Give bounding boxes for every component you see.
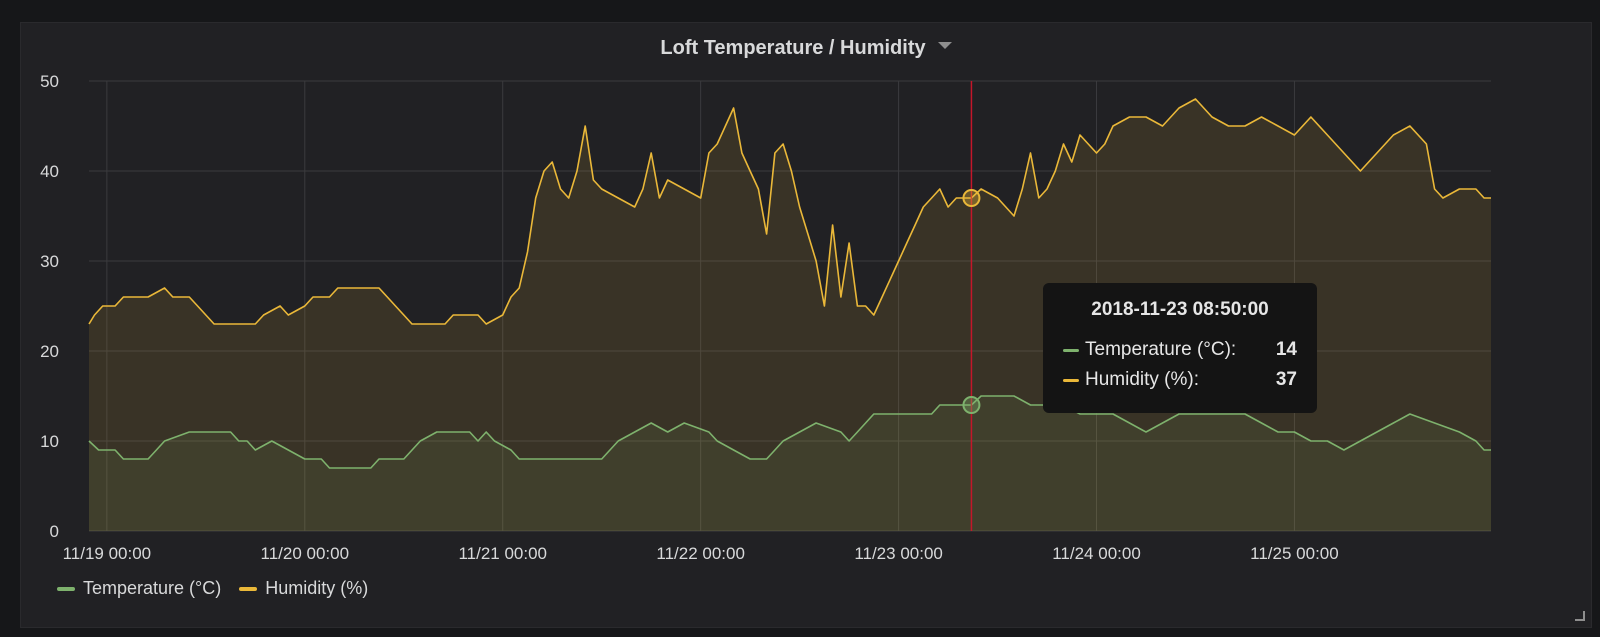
hover-point-1 <box>962 189 981 207</box>
y-tick-label: 30 <box>40 252 59 271</box>
tooltip-time: 2018-11-23 08:50:00 <box>1091 299 1269 320</box>
x-tick-label: 11/20 00:00 <box>261 544 350 563</box>
tooltip-label-temperature: Temperature (°C): <box>1085 339 1237 360</box>
legend-swatch-humidity <box>239 586 258 591</box>
caret-down-icon[interactable] <box>937 42 952 50</box>
panel-header[interactable]: Loft Temperature / Humidity <box>21 37 1591 60</box>
hover-tooltip: 2018-11-23 08:50:00 Temperature (°C): 14… <box>1043 283 1317 413</box>
chart-canvas[interactable]: 0 10 20 30 40 50 11/19 00:00 11/20 00:00 11/21 0… <box>21 23 1591 627</box>
series-line-0 <box>88 395 1491 469</box>
x-tick-label: 11/24 00:00 <box>1052 544 1141 563</box>
x-tick-label: 11/23 00:00 <box>854 544 943 563</box>
x-tick-label: 11/21 00:00 <box>458 544 547 563</box>
tooltip-swatch-temperature <box>1063 348 1079 352</box>
panel-title[interactable]: Loft Temperature / Humidity <box>660 37 926 59</box>
tooltip-label-humidity: Humidity (%): <box>1085 369 1200 390</box>
resize-handle-icon[interactable] <box>1575 611 1585 621</box>
series-area-1 <box>89 99 1491 531</box>
series-line-1 <box>88 98 1491 325</box>
legend-label-humidity: Humidity (%) <box>265 578 369 598</box>
x-tick-label: 11/19 00:00 <box>63 544 152 563</box>
x-tick-label: 11/25 00:00 <box>1250 544 1339 563</box>
graph-panel: Loft Temperature / Humidity 0 10 20 30 40 50 1… <box>20 22 1592 628</box>
legend-item-temperature[interactable]: Temperature (°C) <box>57 578 221 599</box>
hover-point-0 <box>962 396 981 414</box>
tooltip-value-humidity: 37 <box>1275 369 1297 390</box>
y-tick-label: 10 <box>40 432 59 451</box>
x-tick-label: 11/22 00:00 <box>656 544 745 563</box>
legend-swatch-temperature <box>57 586 75 591</box>
legend-label-temperature: Temperature (°C) <box>83 578 222 598</box>
y-tick-label: 50 <box>40 72 59 91</box>
tooltip-swatch-humidity <box>1063 378 1079 382</box>
y-tick-label: 20 <box>40 342 59 361</box>
legend-item-humidity[interactable]: Humidity (%) <box>239 578 368 599</box>
tooltip-row-humidity: Humidity (%): 37 <box>1063 365 1297 395</box>
tooltip-value-temperature: 14 <box>1275 339 1297 360</box>
y-tick-label: 40 <box>40 162 59 181</box>
y-tick-label: 0 <box>50 522 59 541</box>
tooltip-row-temperature: Temperature (°C): 14 <box>1063 335 1297 365</box>
legend: Temperature (°C) Humidity (%) <box>57 578 368 599</box>
